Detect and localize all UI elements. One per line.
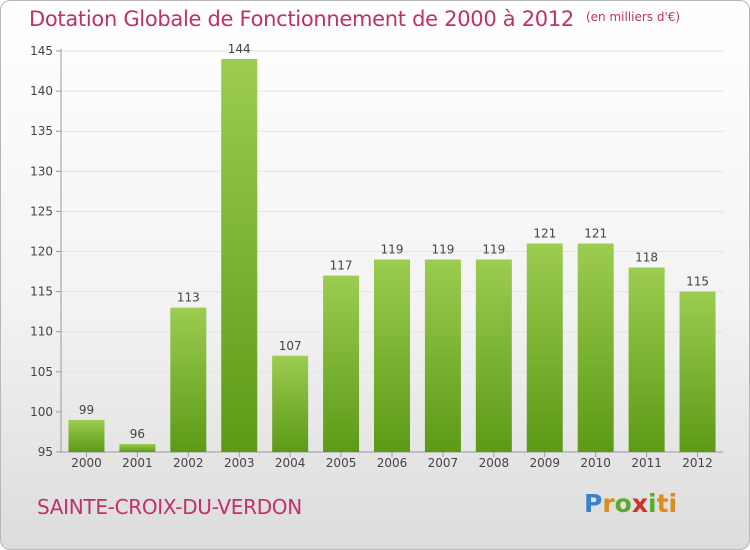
bar-value-label: 119 bbox=[482, 243, 505, 257]
x-tick-label: 2000 bbox=[71, 456, 102, 470]
x-tick-label: 2005 bbox=[326, 456, 357, 470]
bar-value-label: 118 bbox=[635, 251, 658, 265]
x-tick-label: 2004 bbox=[275, 456, 306, 470]
bar bbox=[628, 267, 665, 452]
x-tick-label: 2002 bbox=[173, 456, 204, 470]
bar bbox=[170, 307, 207, 452]
proxiti-logo[interactable]: Proxiti bbox=[584, 489, 677, 518]
x-tick-label: 2006 bbox=[377, 456, 408, 470]
logo-letter: x bbox=[631, 489, 648, 518]
logo-letter: ti bbox=[656, 489, 678, 518]
x-tick-label: 2003 bbox=[224, 456, 255, 470]
logo-letter: P bbox=[584, 489, 603, 518]
x-tick-label: 2009 bbox=[529, 456, 560, 470]
bar bbox=[323, 275, 360, 452]
bar-value-label: 99 bbox=[79, 403, 94, 417]
bar-value-label: 119 bbox=[431, 243, 454, 257]
logo-letter: r bbox=[602, 489, 615, 518]
y-tick-label: 105 bbox=[30, 365, 53, 379]
bar-value-label: 144 bbox=[228, 42, 251, 56]
bar bbox=[374, 259, 410, 452]
y-tick-label: 100 bbox=[30, 405, 53, 419]
bar-value-label: 119 bbox=[381, 243, 404, 257]
x-tick-label: 2001 bbox=[122, 456, 153, 470]
logo-letter: o bbox=[614, 489, 632, 518]
labels: 95 100 105 110 115 120 125 130 135 140 145 99 2000 96… bbox=[30, 42, 713, 470]
x-tick-label: 2007 bbox=[428, 456, 459, 470]
bar bbox=[577, 243, 614, 452]
chart-subtitle: (en milliers d'€) bbox=[585, 10, 681, 24]
x-tick-label: 2012 bbox=[682, 456, 713, 470]
y-tick-label: 140 bbox=[30, 84, 53, 98]
y-tick-label: 95 bbox=[38, 445, 53, 459]
bar-value-label: 121 bbox=[533, 226, 556, 240]
x-tick-label: 2008 bbox=[479, 456, 510, 470]
chart-title-block: Dotation Globale de Fonctionnement de 20… bbox=[29, 7, 680, 31]
y-tick-label: 120 bbox=[30, 245, 53, 259]
logo-letter: i bbox=[648, 489, 657, 518]
chart-title: Dotation Globale de Fonctionnement de 20… bbox=[29, 7, 574, 31]
x-tick-label: 2011 bbox=[631, 456, 662, 470]
y-tick-label: 125 bbox=[30, 204, 53, 218]
y-tick-label: 135 bbox=[30, 124, 53, 138]
bar bbox=[526, 243, 563, 452]
y-tick-label: 145 bbox=[30, 44, 53, 58]
bar bbox=[119, 443, 156, 452]
y-tick-label: 110 bbox=[30, 325, 53, 339]
bar-value-label: 107 bbox=[279, 339, 302, 353]
bar-value-label: 115 bbox=[686, 275, 709, 289]
bar bbox=[272, 355, 309, 452]
x-tick-label: 2010 bbox=[580, 456, 611, 470]
bar bbox=[68, 419, 105, 452]
bar-value-label: 113 bbox=[177, 291, 200, 305]
commune-name: SAINTE-CROIX-DU-VERDON bbox=[37, 495, 302, 519]
bar-value-label: 117 bbox=[330, 259, 353, 273]
bar bbox=[221, 59, 258, 453]
y-tick-label: 130 bbox=[30, 164, 53, 178]
bar bbox=[424, 259, 461, 452]
bar-value-label: 96 bbox=[130, 427, 145, 441]
bar bbox=[679, 291, 716, 452]
bars bbox=[68, 59, 716, 453]
y-tick-label: 115 bbox=[30, 285, 53, 299]
bar-value-label: 121 bbox=[584, 226, 607, 240]
bar bbox=[475, 259, 512, 452]
